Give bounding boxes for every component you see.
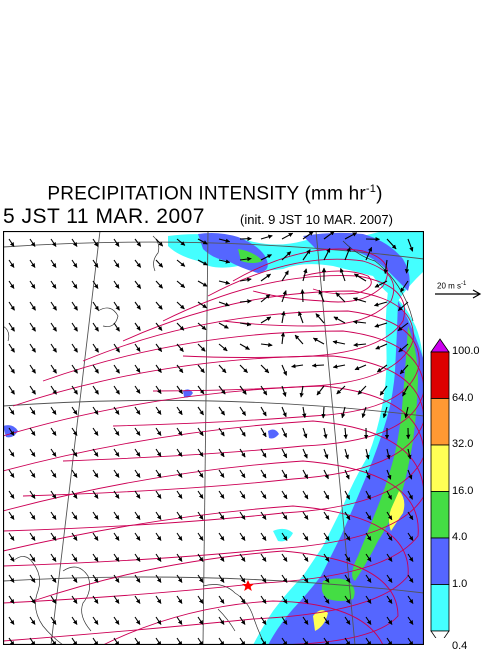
title-unit-exponent: -1 <box>366 183 376 195</box>
colorbar-label: 64.0 <box>452 392 473 404</box>
colorbar <box>430 338 450 638</box>
colorbar-label: 0.4 <box>452 640 467 652</box>
valid-time: 5 JST 11 MAR. 2007 <box>3 205 205 229</box>
init-time: (init. 9 JST 10 MAR. 2007) <box>240 212 393 227</box>
colorbar-label: 32.0 <box>452 438 473 450</box>
colorbar-label: 1.0 <box>452 578 467 590</box>
colorbar-box <box>431 352 449 399</box>
wind-vector <box>312 365 324 366</box>
colorbar-box <box>431 585 449 632</box>
colorbar-box <box>431 445 449 492</box>
title-text: PRECIPITATION INTENSITY (mm hr <box>47 183 365 204</box>
colorbar-label: 100.0 <box>452 345 480 357</box>
wind-vector <box>302 290 303 302</box>
wind-reference-arrow <box>433 282 483 302</box>
chart-title: PRECIPITATION INTENSITY (mm hr-1) <box>0 183 430 205</box>
colorbar-box <box>431 492 449 539</box>
colorbar-box <box>431 399 449 446</box>
colorbar-top-triangle <box>431 339 449 352</box>
title-close: ) <box>376 183 383 204</box>
colorbar-box <box>431 538 449 585</box>
colorbar-bottom-triangle <box>431 631 449 638</box>
weather-map <box>3 231 424 645</box>
colorbar-label: 4.0 <box>452 531 467 543</box>
colorbar-label: 16.0 <box>452 485 473 497</box>
